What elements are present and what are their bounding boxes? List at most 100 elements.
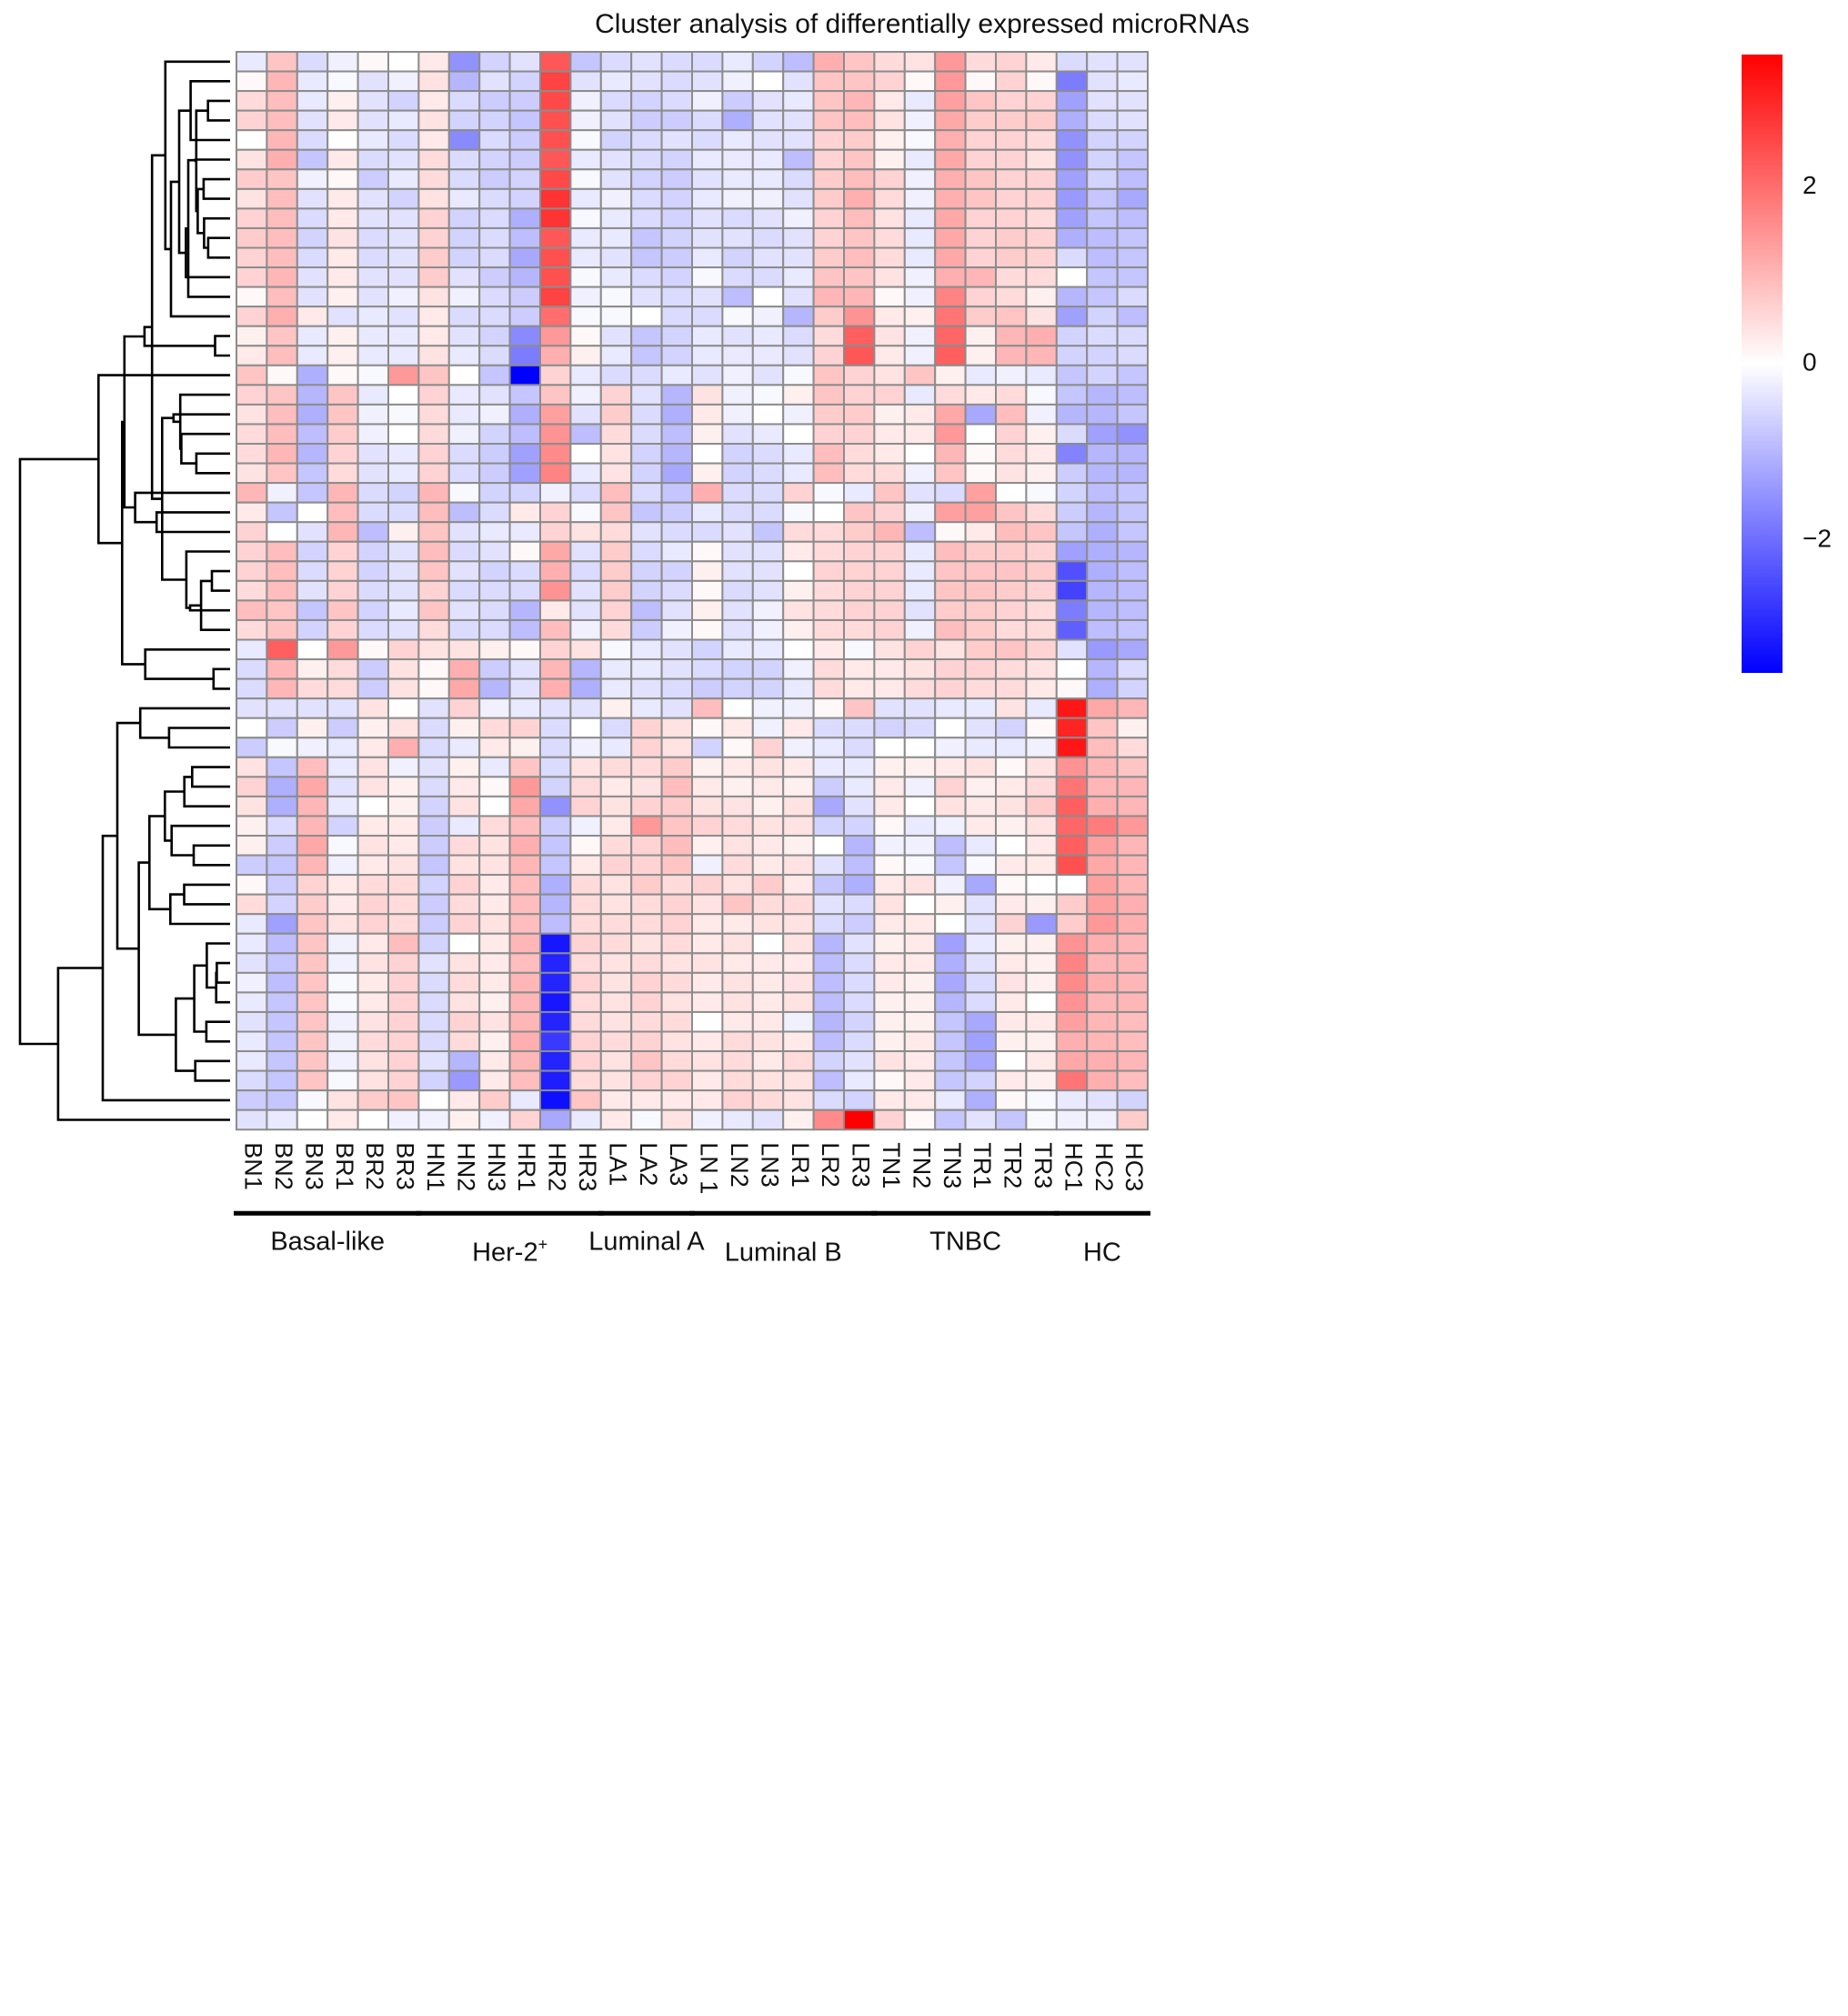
heatmap-cell	[266, 1050, 298, 1072]
heatmap-cell	[843, 971, 876, 994]
heatmap-cell	[236, 90, 268, 112]
heatmap-cell	[539, 1108, 572, 1131]
heatmap-cell	[447, 148, 481, 171]
heatmap-cell	[1116, 1010, 1149, 1033]
heatmap-cell	[873, 1010, 906, 1033]
heatmap-cell	[266, 266, 298, 288]
heatmap-cell	[721, 1010, 754, 1033]
heatmap-cell	[843, 932, 876, 955]
heatmap-cell	[1025, 1108, 1058, 1131]
heatmap-cell	[782, 364, 815, 386]
heatmap-cell	[1055, 207, 1089, 229]
heatmap-cell	[964, 540, 997, 563]
heatmap-cell	[417, 286, 450, 308]
heatmap-cell	[721, 913, 754, 935]
heatmap-grid	[236, 51, 1149, 1131]
heatmap-cell	[539, 658, 572, 680]
heatmap-cell	[751, 364, 785, 386]
heatmap-cell	[569, 795, 602, 817]
heatmap-cell	[508, 423, 541, 446]
heatmap-cell	[417, 1030, 450, 1053]
heatmap-cell	[964, 658, 997, 680]
heatmap-cell	[691, 618, 724, 641]
heatmap-cell	[751, 618, 785, 641]
heatmap-cell	[266, 874, 298, 896]
heatmap-cell	[903, 1108, 937, 1131]
heatmap-cell	[266, 1030, 298, 1053]
heatmap-cell	[478, 306, 511, 327]
heatmap-cell	[873, 129, 906, 151]
heatmap-cell	[417, 932, 450, 955]
heatmap-cell	[630, 521, 663, 543]
dendrogram-branch	[180, 432, 230, 465]
heatmap-cell	[660, 384, 693, 406]
heatmap-cell	[478, 266, 511, 288]
heatmap-cell	[1025, 226, 1058, 249]
heatmap-cell	[569, 462, 602, 485]
heatmap-cell	[599, 795, 633, 817]
heatmap-cell	[843, 423, 876, 446]
heatmap-cell	[447, 618, 481, 641]
heatmap-cell	[478, 1010, 511, 1033]
heatmap-cell	[417, 345, 450, 366]
heatmap-cell	[630, 1108, 663, 1131]
heatmap-cell	[357, 70, 390, 93]
heatmap-cell	[721, 971, 754, 994]
heatmap-cell	[387, 835, 420, 857]
heatmap-cell	[691, 207, 724, 229]
heatmap-cell	[266, 854, 298, 877]
heatmap-cell	[934, 90, 967, 112]
heatmap-cell	[782, 462, 815, 485]
heatmap-cell	[1086, 913, 1119, 935]
heatmap-cell	[417, 129, 450, 151]
heatmap-cell	[296, 90, 329, 112]
heatmap-cell	[721, 168, 754, 190]
heatmap-cell	[751, 403, 785, 426]
heatmap-cell	[843, 1089, 876, 1111]
heatmap-cell	[812, 306, 845, 327]
heatmap-cell	[266, 835, 298, 857]
heatmap-cell	[630, 403, 663, 426]
heatmap-cell	[903, 286, 937, 308]
heatmap-cell	[1116, 325, 1149, 347]
heatmap-cell	[266, 226, 298, 249]
heatmap-cell	[903, 364, 937, 386]
heatmap-cell	[964, 599, 997, 621]
heatmap-cell	[903, 226, 937, 249]
heatmap-cell	[1116, 1069, 1149, 1092]
heatmap-cell	[660, 540, 693, 563]
heatmap-cell	[417, 70, 450, 93]
heatmap-cell	[964, 423, 997, 446]
heatmap-cell	[387, 1069, 420, 1092]
heatmap-cell	[357, 893, 390, 916]
heatmap-cell	[782, 795, 815, 817]
heatmap-cell	[630, 874, 663, 896]
heatmap-cell	[1025, 677, 1058, 700]
heatmap-cell	[1116, 599, 1149, 621]
heatmap-cell	[630, 835, 663, 857]
heatmap-cell	[812, 697, 845, 719]
heatmap-cell	[660, 677, 693, 700]
heatmap-cell	[995, 579, 1028, 602]
heatmap-cell	[812, 874, 845, 896]
heatmap-cell	[691, 913, 724, 935]
heatmap-cell	[357, 306, 390, 327]
heatmap-cell	[1055, 501, 1089, 524]
heatmap-cell	[1116, 148, 1149, 171]
heatmap-cell	[1086, 697, 1119, 719]
heatmap-cell	[387, 384, 420, 406]
heatmap-cell	[691, 1030, 724, 1053]
heatmap-cell	[660, 325, 693, 347]
heatmap-cell	[782, 266, 815, 288]
column-label: TR2	[999, 1142, 1027, 1189]
heatmap-cell	[326, 913, 359, 935]
heatmap-cell	[539, 560, 572, 582]
heatmap-cell	[478, 521, 511, 543]
heatmap-cell	[843, 815, 876, 837]
heatmap-cell	[934, 952, 967, 974]
heatmap-cell	[1116, 815, 1149, 837]
heatmap-cell	[1116, 795, 1149, 817]
heatmap-cell	[873, 70, 906, 93]
heatmap-cell	[326, 971, 359, 994]
heatmap-cell	[782, 384, 815, 406]
